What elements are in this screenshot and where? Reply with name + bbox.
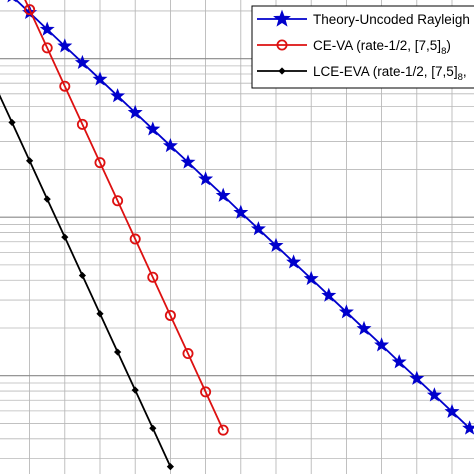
star-marker — [74, 54, 90, 70]
star-marker — [426, 387, 442, 402]
star-marker — [409, 370, 425, 385]
legend-item-3: LCE-EVA (rate-1/2, [7,5]8, — [257, 64, 467, 83]
star-marker — [268, 237, 284, 252]
circle-marker — [217, 424, 229, 436]
circle-marker — [200, 386, 212, 398]
diamond-marker — [61, 233, 69, 241]
circle-marker — [59, 80, 71, 92]
legend-item-2: CE-VA (rate-1/2, [7,5]8) — [257, 38, 451, 57]
star-marker — [180, 154, 196, 169]
legend: Theory-Uncoded Rayleigh CE-VA (rate-1/2, … — [251, 5, 474, 89]
star-marker — [198, 171, 214, 186]
diamond-marker — [8, 118, 16, 127]
diamond-marker — [43, 195, 51, 203]
circle-marker — [41, 42, 53, 54]
diamond-marker — [166, 463, 174, 471]
star-marker — [303, 270, 319, 286]
star-marker — [162, 137, 178, 153]
series-line — [24, 0, 225, 431]
star-marker — [338, 304, 354, 319]
series-2 — [24, 0, 229, 436]
diamond-marker — [26, 157, 34, 165]
circle-marker — [76, 118, 88, 130]
legend-label: CE-VA (rate-1/2, [7,5]8) — [313, 38, 451, 57]
star-marker — [444, 403, 460, 419]
circle-marker — [94, 157, 106, 169]
legend-label: LCE-EVA (rate-1/2, [7,5]8, — [313, 64, 467, 83]
star-marker — [356, 320, 372, 336]
star-marker — [92, 71, 108, 86]
star-marker — [127, 104, 143, 119]
circle-marker — [129, 233, 141, 245]
star-marker — [7, 0, 17, 3]
star-marker — [110, 88, 126, 103]
diamond-marker — [114, 348, 122, 356]
star-marker — [57, 38, 73, 53]
legend-item-1: Theory-Uncoded Rayleigh — [257, 9, 470, 27]
diamond-marker — [278, 67, 286, 75]
star-marker — [145, 121, 161, 136]
circle-marker — [112, 195, 124, 207]
series-3 — [0, 94, 174, 471]
circle-marker — [24, 4, 36, 16]
circle-marker — [182, 348, 194, 360]
star-marker — [374, 337, 390, 352]
series-1 — [7, 0, 474, 435]
diamond-marker — [149, 424, 157, 432]
star-marker — [233, 204, 249, 219]
star-marker — [462, 420, 474, 435]
circle-marker — [276, 39, 288, 51]
star-marker — [391, 354, 407, 369]
star-marker — [39, 21, 55, 36]
circle-marker — [147, 271, 159, 283]
star-marker — [250, 221, 266, 236]
circle-marker — [164, 309, 176, 321]
star-marker — [273, 9, 291, 27]
star-marker — [215, 187, 231, 202]
star-marker — [286, 254, 302, 269]
star-marker — [321, 287, 337, 302]
diamond-marker — [78, 271, 86, 280]
legend-label: Theory-Uncoded Rayleigh — [313, 12, 470, 27]
diamond-marker — [131, 386, 139, 394]
diamond-marker — [96, 310, 104, 318]
